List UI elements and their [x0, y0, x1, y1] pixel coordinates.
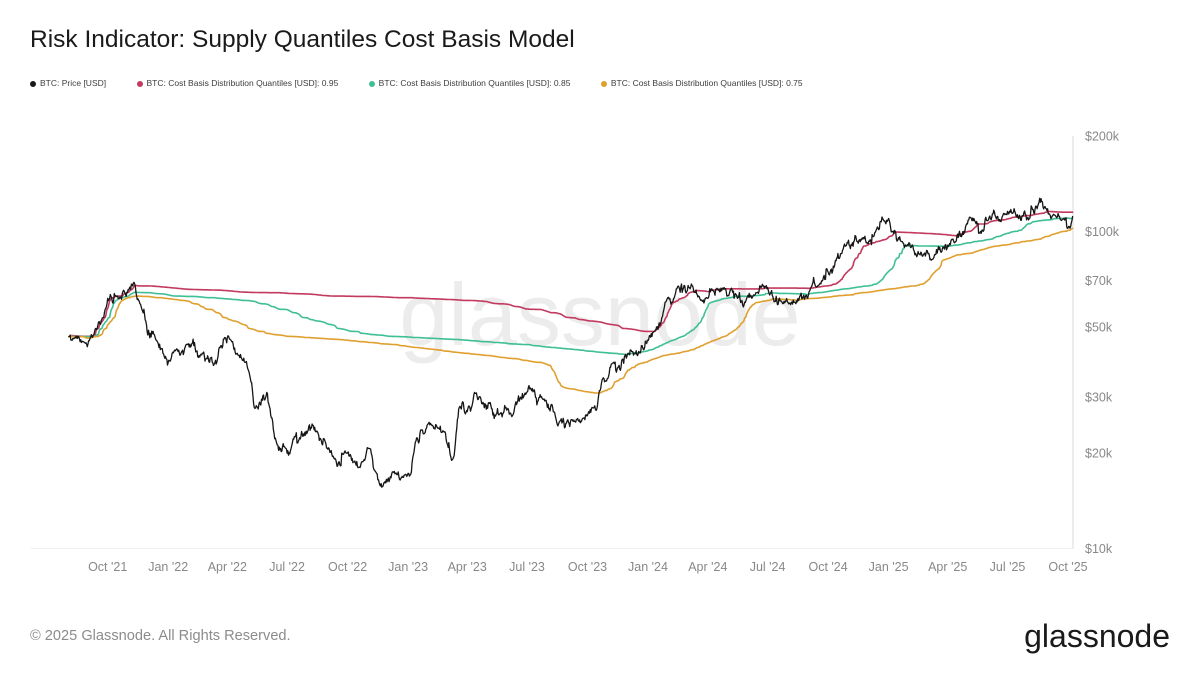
svg-text:Apr '22: Apr '22 [208, 560, 247, 574]
svg-text:$30k: $30k [1085, 391, 1113, 405]
svg-text:$10k: $10k [1085, 542, 1113, 556]
svg-text:Jan '25: Jan '25 [869, 560, 909, 574]
svg-text:Apr '24: Apr '24 [688, 560, 727, 574]
svg-text:glassnode: glassnode [399, 265, 800, 364]
svg-text:$200k: $200k [1085, 129, 1120, 143]
svg-text:$20k: $20k [1085, 447, 1113, 461]
svg-text:Jul '22: Jul '22 [269, 560, 305, 574]
svg-text:Jul '24: Jul '24 [750, 560, 786, 574]
svg-text:Jan '22: Jan '22 [148, 560, 188, 574]
svg-text:$70k: $70k [1085, 274, 1113, 288]
svg-text:Apr '23: Apr '23 [448, 560, 487, 574]
svg-text:Apr '25: Apr '25 [928, 560, 967, 574]
svg-text:Oct '22: Oct '22 [328, 560, 367, 574]
svg-text:Jan '24: Jan '24 [628, 560, 668, 574]
svg-text:Oct '21: Oct '21 [88, 560, 127, 574]
svg-text:Oct '25: Oct '25 [1048, 560, 1087, 574]
svg-text:Jan '23: Jan '23 [388, 560, 428, 574]
svg-text:Oct '24: Oct '24 [808, 560, 847, 574]
svg-text:Jul '25: Jul '25 [990, 560, 1026, 574]
svg-text:$50k: $50k [1085, 320, 1113, 334]
svg-text:$100k: $100k [1085, 225, 1120, 239]
svg-text:Oct '23: Oct '23 [568, 560, 607, 574]
svg-text:Jul '23: Jul '23 [509, 560, 545, 574]
